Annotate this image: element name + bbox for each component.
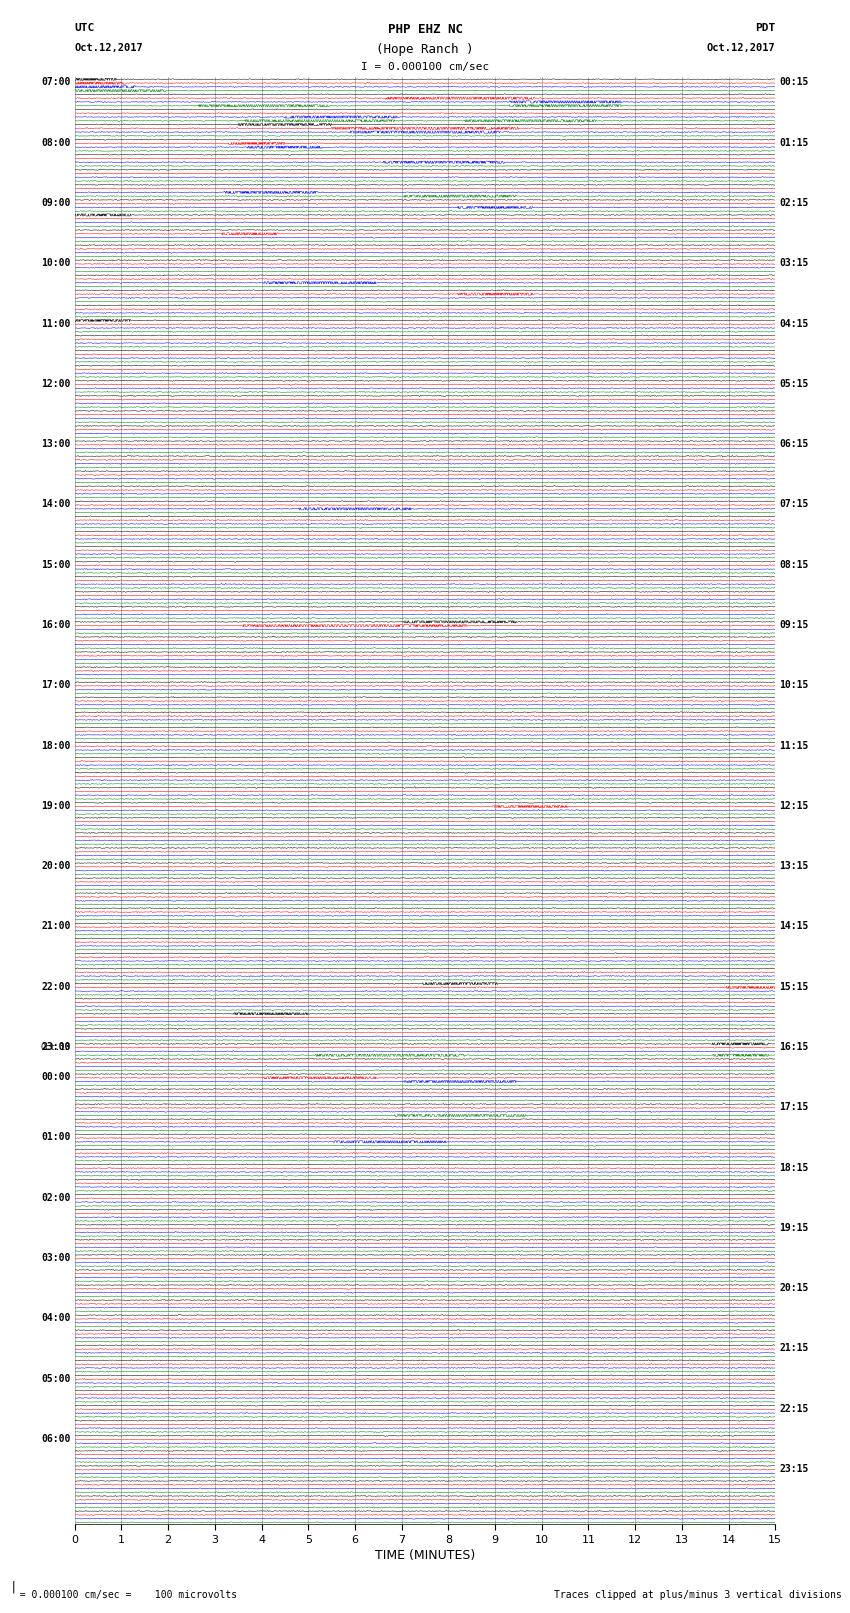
- Text: |: |: [10, 1581, 18, 1594]
- Text: 17:00: 17:00: [41, 681, 71, 690]
- Text: 23:15: 23:15: [779, 1465, 809, 1474]
- Text: 12:00: 12:00: [41, 379, 71, 389]
- Text: 20:15: 20:15: [779, 1284, 809, 1294]
- Text: 03:15: 03:15: [779, 258, 809, 268]
- Text: 18:00: 18:00: [41, 740, 71, 750]
- Text: Oct.12,2017: Oct.12,2017: [75, 42, 144, 53]
- Text: (Hope Ranch ): (Hope Ranch ): [377, 42, 473, 55]
- X-axis label: TIME (MINUTES): TIME (MINUTES): [375, 1548, 475, 1561]
- Text: PHP EHZ NC: PHP EHZ NC: [388, 23, 462, 35]
- Text: 14:00: 14:00: [41, 500, 71, 510]
- Text: 03:00: 03:00: [41, 1253, 71, 1263]
- Text: PDT: PDT: [755, 23, 775, 34]
- Text: 06:00: 06:00: [41, 1434, 71, 1444]
- Text: 12:15: 12:15: [779, 802, 809, 811]
- Text: 05:00: 05:00: [41, 1374, 71, 1384]
- Text: 15:00: 15:00: [41, 560, 71, 569]
- Text: Oct.12,2017: Oct.12,2017: [706, 42, 775, 53]
- Text: 00:00: 00:00: [41, 1073, 71, 1082]
- Text: 16:15: 16:15: [779, 1042, 809, 1052]
- Text: 04:00: 04:00: [41, 1313, 71, 1323]
- Text: 17:15: 17:15: [779, 1102, 809, 1113]
- Text: 19:15: 19:15: [779, 1223, 809, 1232]
- Text: 11:00: 11:00: [41, 319, 71, 329]
- Text: 16:00: 16:00: [41, 619, 71, 631]
- Text: 15:15: 15:15: [779, 982, 809, 992]
- Text: 05:15: 05:15: [779, 379, 809, 389]
- Text: 19:00: 19:00: [41, 802, 71, 811]
- Text: 01:15: 01:15: [779, 137, 809, 148]
- Text: UTC: UTC: [75, 23, 95, 34]
- Text: 23:00: 23:00: [41, 1042, 71, 1052]
- Text: Oct.13: Oct.13: [41, 1044, 71, 1052]
- Text: 11:15: 11:15: [779, 740, 809, 750]
- Text: I = 0.000100 cm/sec: I = 0.000100 cm/sec: [361, 61, 489, 73]
- Text: 14:15: 14:15: [779, 921, 809, 931]
- Text: 13:00: 13:00: [41, 439, 71, 448]
- Text: 22:00: 22:00: [41, 982, 71, 992]
- Text: 21:00: 21:00: [41, 921, 71, 931]
- Text: 07:00: 07:00: [41, 77, 71, 87]
- Text: 09:15: 09:15: [779, 619, 809, 631]
- Text: 06:15: 06:15: [779, 439, 809, 448]
- Text: 02:00: 02:00: [41, 1192, 71, 1203]
- Text: 20:00: 20:00: [41, 861, 71, 871]
- Text: 07:15: 07:15: [779, 500, 809, 510]
- Text: 13:15: 13:15: [779, 861, 809, 871]
- Text: 00:15: 00:15: [779, 77, 809, 87]
- Text: Traces clipped at plus/minus 3 vertical divisions: Traces clipped at plus/minus 3 vertical …: [553, 1590, 842, 1600]
- Text: 10:15: 10:15: [779, 681, 809, 690]
- Text: 08:00: 08:00: [41, 137, 71, 148]
- Text: 08:15: 08:15: [779, 560, 809, 569]
- Text: 22:15: 22:15: [779, 1403, 809, 1413]
- Text: 10:00: 10:00: [41, 258, 71, 268]
- Text: 02:15: 02:15: [779, 198, 809, 208]
- Text: = 0.000100 cm/sec =    100 microvolts: = 0.000100 cm/sec = 100 microvolts: [8, 1590, 238, 1600]
- Text: 04:15: 04:15: [779, 319, 809, 329]
- Text: 18:15: 18:15: [779, 1163, 809, 1173]
- Text: 21:15: 21:15: [779, 1344, 809, 1353]
- Text: 09:00: 09:00: [41, 198, 71, 208]
- Text: 01:00: 01:00: [41, 1132, 71, 1142]
